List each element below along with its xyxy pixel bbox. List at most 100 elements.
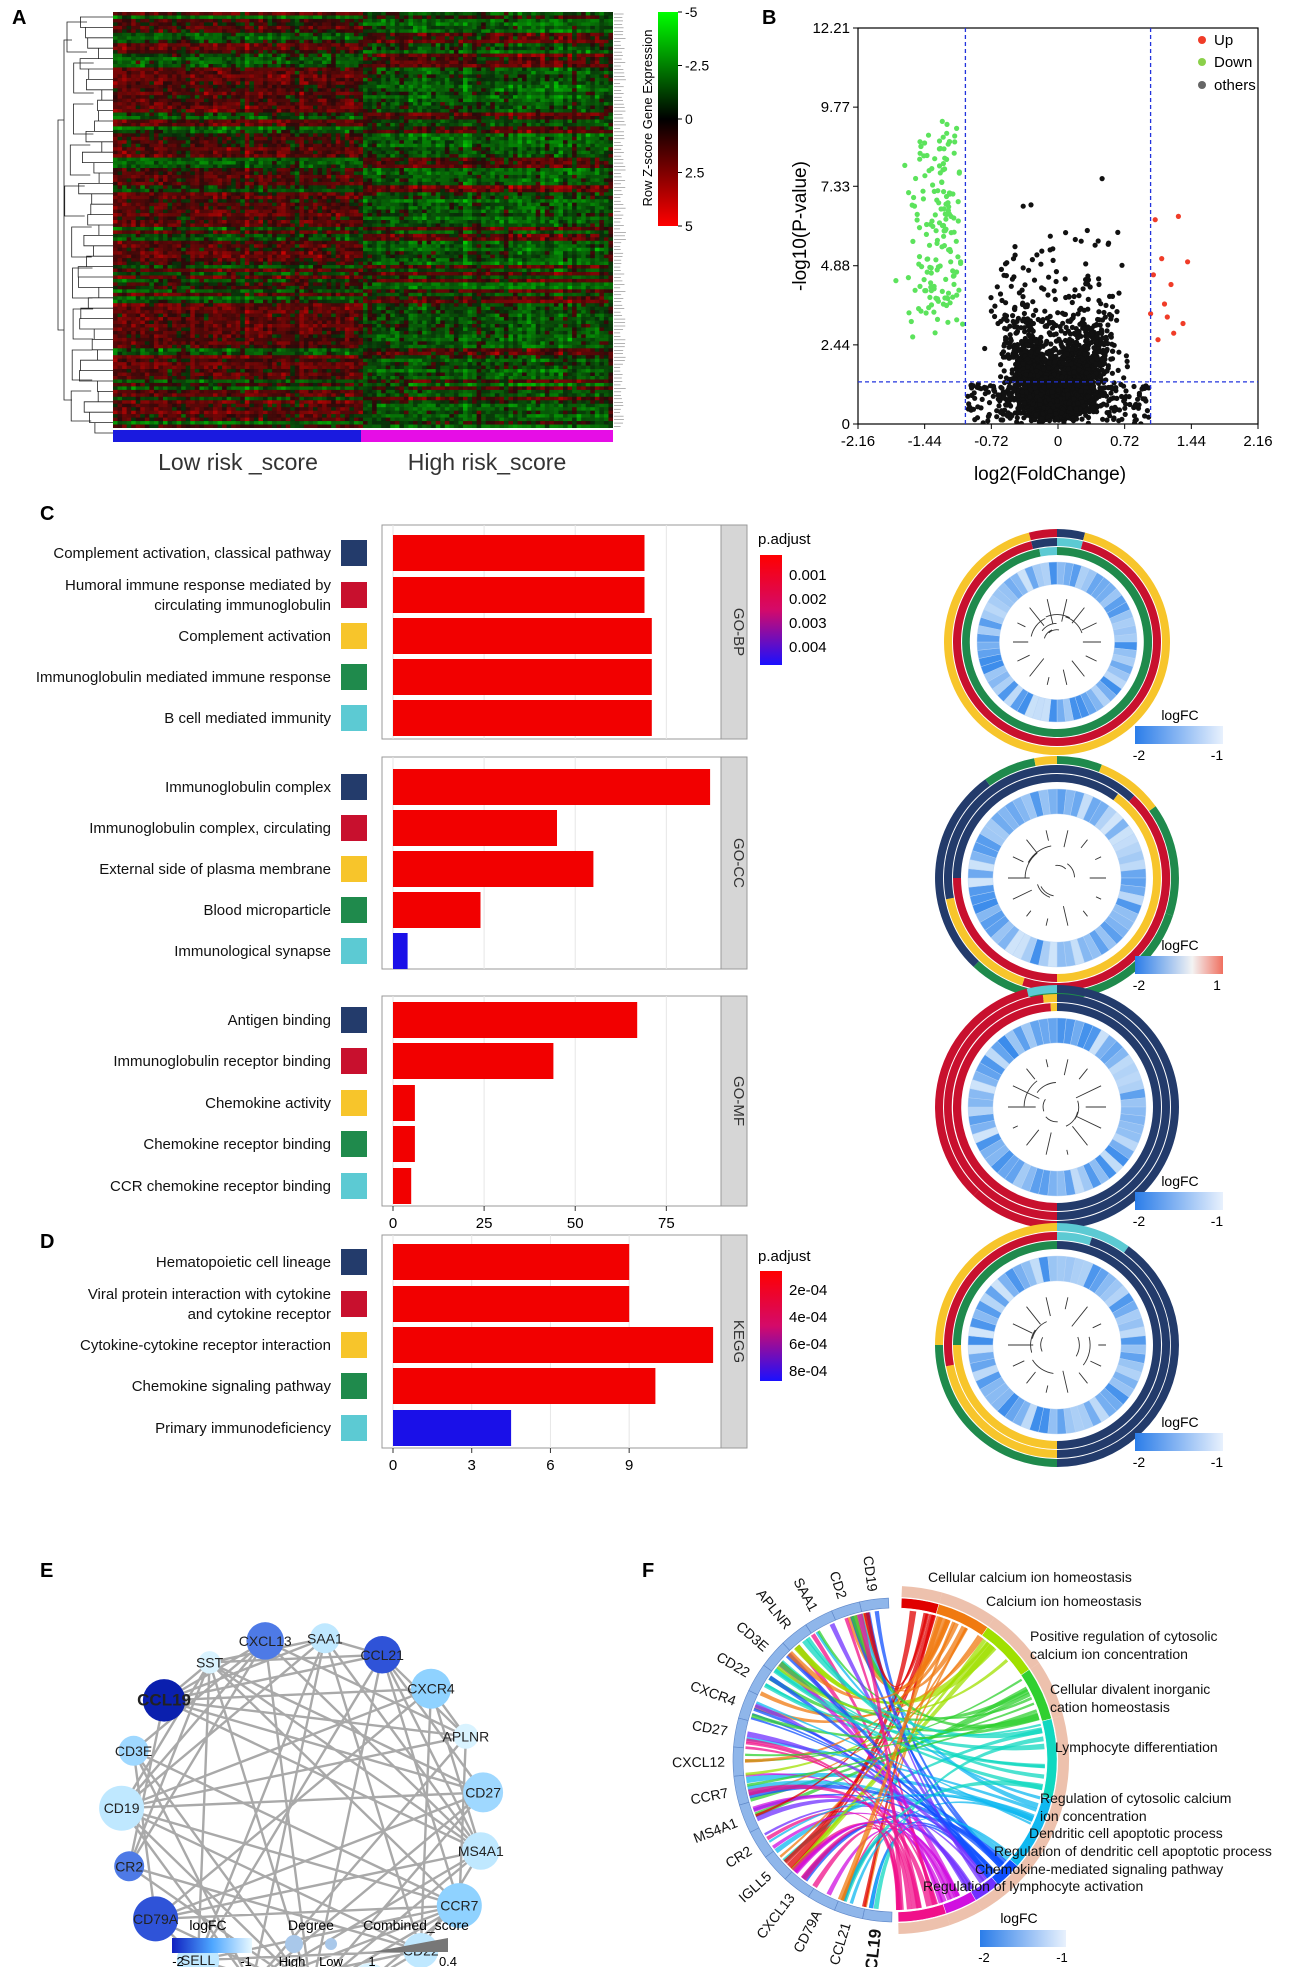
heatmap-cell xyxy=(572,119,577,124)
heatmap-cell xyxy=(122,77,127,82)
heatmap-cell xyxy=(467,119,473,124)
heatmap-cell xyxy=(558,84,564,89)
heatmap-cell xyxy=(303,36,309,41)
heatmap-cell xyxy=(313,43,318,47)
heatmap-cell xyxy=(167,154,173,158)
heatmap-cell xyxy=(572,67,577,72)
heatmap-cell xyxy=(167,98,173,103)
heatmap-cell xyxy=(358,39,364,44)
heatmap-cell xyxy=(194,126,200,131)
heatmap-cell xyxy=(172,74,177,79)
heatmap-cell xyxy=(544,50,550,54)
heatmap-cell xyxy=(263,81,268,86)
heatmap-cell xyxy=(394,122,400,127)
heatmap-cell xyxy=(476,84,482,89)
heatmap-cell xyxy=(544,32,550,37)
heatmap-cell xyxy=(249,140,255,145)
heatmap-cell xyxy=(531,109,537,113)
heatmap-cell xyxy=(608,129,613,134)
heatmap-cell xyxy=(285,74,291,79)
heatmap-cell xyxy=(131,91,137,96)
heatmap-cell xyxy=(213,136,218,141)
heatmap-cell xyxy=(413,29,418,34)
heatmap-cell xyxy=(435,161,441,165)
heatmap-cell xyxy=(253,60,259,65)
heatmap-cell xyxy=(367,84,373,89)
heatmap-cell xyxy=(603,84,609,89)
heatmap-cell xyxy=(349,129,355,134)
heatmap-cell xyxy=(476,43,482,47)
heatmap-cell xyxy=(290,157,296,162)
heatmap-cell xyxy=(367,109,373,113)
heatmap-cell xyxy=(417,105,423,110)
heatmap-cell xyxy=(472,46,477,51)
heatmap-cell xyxy=(140,77,146,82)
heatmap-cell xyxy=(294,133,300,138)
heatmap-cell xyxy=(217,119,223,124)
heatmap-cell xyxy=(358,157,364,162)
heatmap-cell xyxy=(390,122,396,127)
heatmap-cell xyxy=(244,147,250,151)
heatmap-cell xyxy=(558,43,564,47)
heatmap-cell xyxy=(335,25,341,30)
heatmap-cell xyxy=(413,109,418,113)
heatmap-cell xyxy=(544,15,550,20)
heatmap-cell xyxy=(290,164,296,169)
heatmap-cell xyxy=(113,112,118,117)
heatmap-cell xyxy=(299,105,305,110)
heatmap-cell xyxy=(444,50,450,54)
heatmap-cell xyxy=(558,57,564,61)
heatmap-cell xyxy=(367,53,373,58)
heatmap-cell xyxy=(113,53,118,58)
heatmap-cell xyxy=(149,36,155,41)
heatmap-cell xyxy=(467,64,473,68)
heatmap-cell xyxy=(440,60,446,65)
heatmap-cell xyxy=(285,105,291,110)
heatmap-cell xyxy=(276,88,282,93)
heatmap-cell xyxy=(144,150,150,155)
heatmap-cell xyxy=(263,64,268,68)
heatmap-cell xyxy=(494,91,500,96)
heatmap-cell xyxy=(567,57,573,61)
heatmap-cell xyxy=(558,112,564,117)
heatmap-cell xyxy=(303,91,309,96)
heatmap-cell xyxy=(363,136,368,141)
heatmap-cell xyxy=(422,109,427,113)
heatmap-cell xyxy=(335,126,341,131)
heatmap-cell xyxy=(253,126,259,131)
heatmap-cell xyxy=(467,109,473,113)
heatmap-cell xyxy=(163,57,168,61)
heatmap-cell xyxy=(381,77,387,82)
heatmap-cell xyxy=(576,140,582,145)
heatmap-cell xyxy=(581,74,587,79)
heatmap-cell xyxy=(367,164,373,169)
heatmap-cell xyxy=(217,43,223,47)
heatmap-cell xyxy=(508,43,514,47)
heatmap-cell xyxy=(172,143,177,148)
heatmap-cell xyxy=(526,147,532,151)
heatmap-cell xyxy=(313,150,318,155)
heatmap-cell xyxy=(117,57,123,61)
heatmap-cell xyxy=(185,140,191,145)
heatmap-cell xyxy=(531,53,537,58)
heatmap-cell xyxy=(226,147,232,151)
heatmap-cell xyxy=(449,150,455,155)
heatmap-cell xyxy=(244,136,250,141)
heatmap-cell xyxy=(144,74,150,79)
heatmap-cell xyxy=(403,119,409,124)
heatmap-cell xyxy=(363,15,368,20)
heatmap-cell xyxy=(467,95,473,99)
heatmap-cell xyxy=(176,36,182,41)
heatmap-cell xyxy=(235,122,241,127)
heatmap-cell xyxy=(413,95,418,99)
heatmap-cell xyxy=(517,122,523,127)
heatmap-cell xyxy=(472,70,477,75)
heatmap-cell xyxy=(449,70,455,75)
heatmap-cell xyxy=(335,140,341,145)
heatmap-cell xyxy=(599,67,605,72)
heatmap-cell xyxy=(544,157,550,162)
heatmap-cell xyxy=(267,25,273,30)
heatmap-cell xyxy=(176,67,182,72)
heatmap-cell xyxy=(553,60,559,65)
heatmap-cell xyxy=(503,12,509,16)
